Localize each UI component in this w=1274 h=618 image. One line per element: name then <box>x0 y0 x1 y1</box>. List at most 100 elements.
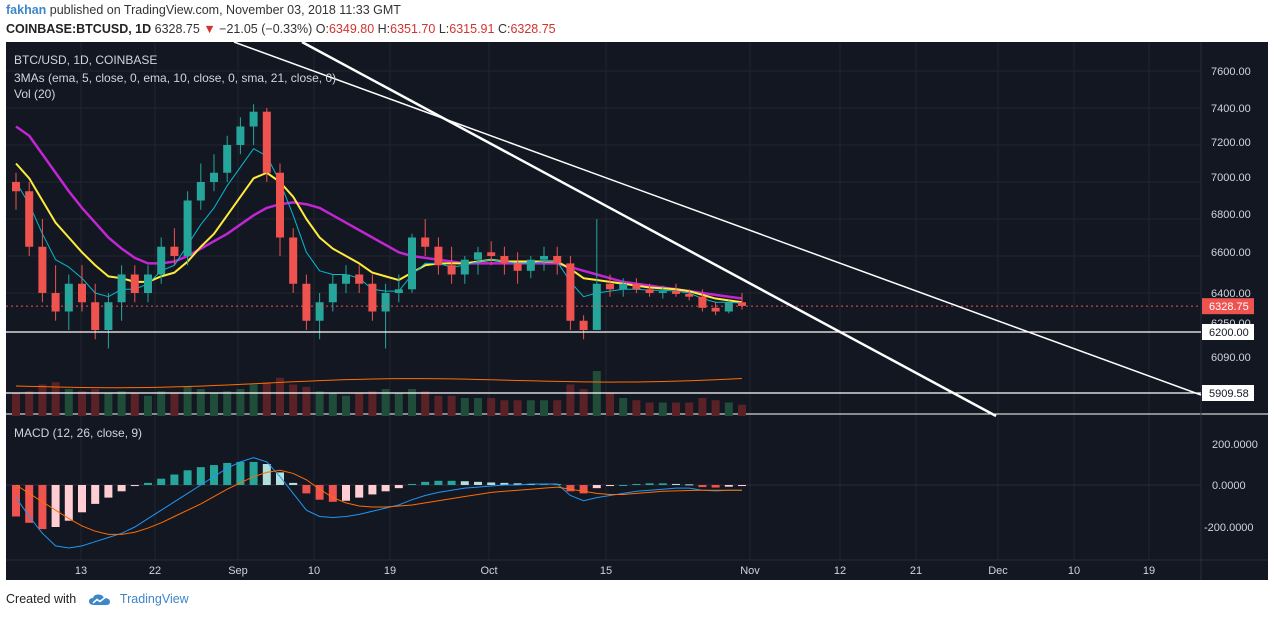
drawings[interactable] <box>6 42 1202 418</box>
volume-bar <box>78 391 86 416</box>
macd-histogram-bar <box>619 485 628 486</box>
volume-bar <box>381 389 390 416</box>
time-tick-label: 22 <box>149 565 161 577</box>
macd-histogram-bar <box>434 480 443 485</box>
high-value: 6351.70 <box>390 22 436 36</box>
volume-bar <box>144 395 152 416</box>
price-tick-label: 6400.00 <box>1211 288 1251 300</box>
volume-bar <box>302 386 311 416</box>
candle-body <box>672 291 680 294</box>
volume-bar <box>368 391 377 416</box>
candle-body <box>368 283 377 312</box>
volume-bar <box>91 389 100 416</box>
volume-bar <box>315 391 324 416</box>
volume-bar <box>25 391 34 416</box>
volume-bar <box>223 391 232 416</box>
chart-area[interactable]: 7600.00 7400.00 7200.00 7000.00 6800.00 6600.… <box>6 42 1268 580</box>
legend-symbol[interactable]: BTC/USD, 1D, COINBASE <box>14 53 158 67</box>
chart-header: fakhan published on TradingView.com, Nov… <box>6 3 1266 39</box>
candle-body <box>196 182 205 201</box>
price-tick-label: 7200.00 <box>1211 137 1251 149</box>
tradingview-cloud-icon <box>88 594 110 605</box>
time-tick-label: Nov <box>740 565 760 577</box>
candle-body <box>144 274 152 293</box>
macd-histogram-bar <box>276 472 284 485</box>
macd-histogram-bar <box>500 482 509 485</box>
macd-histogram-bar <box>78 485 86 513</box>
candle-body <box>12 182 20 192</box>
candle-body <box>460 259 469 275</box>
legend-mas[interactable]: 3MAs (ema, 5, close, 0, ema, 10, close, … <box>14 71 337 85</box>
trendline-lower <box>301 42 997 418</box>
volume-bar <box>38 384 47 416</box>
candle-body <box>724 302 733 312</box>
price-tick-label: 6800.00 <box>1211 209 1251 221</box>
candle-body <box>183 200 192 256</box>
volume-bar <box>342 395 350 416</box>
close-label: C: <box>497 22 511 36</box>
macd-histogram-bar <box>645 483 654 485</box>
volume-bar <box>487 398 496 416</box>
macd-histogram-bar <box>64 485 73 521</box>
volume-bar <box>619 398 628 416</box>
candle-body <box>592 283 601 330</box>
volume-bar <box>210 393 218 416</box>
candle-body <box>157 246 166 275</box>
volume-bar <box>183 386 192 416</box>
candle-body <box>645 289 654 293</box>
candle-body <box>91 302 100 330</box>
quote-line: COINBASE:BTCUSD, 1D 6328.75 ▼ −21.05 (−0… <box>6 22 556 36</box>
candle-body <box>474 252 482 260</box>
macd-histogram-bar <box>658 483 667 485</box>
macd-histogram-bar <box>130 485 139 487</box>
author-link[interactable]: fakhan <box>6 3 47 17</box>
candle-body <box>500 256 509 264</box>
macd-histogram-bar <box>526 483 535 485</box>
volume-bar <box>64 389 73 416</box>
volume-bar <box>170 393 179 416</box>
macd-histogram-bar <box>368 485 377 495</box>
macd-histogram-bar <box>421 481 430 485</box>
volume-bar <box>236 389 245 416</box>
candle-body <box>249 111 258 127</box>
macd-histogram-bar <box>381 485 390 492</box>
macd-histogram-bar <box>685 484 694 486</box>
macd-tick-label: 200.0000 <box>1212 439 1258 451</box>
macd-histogram-bar <box>315 485 324 500</box>
legend-volume[interactable]: Vol (20) <box>14 87 56 101</box>
macd-histogram-bar <box>394 485 403 489</box>
candle-body <box>78 283 86 303</box>
candle-body <box>289 237 298 284</box>
candle-body <box>434 246 443 266</box>
volume-bar <box>249 384 258 416</box>
last-price-tag-bg <box>1202 298 1254 315</box>
candle-body <box>421 237 430 247</box>
volume-bar <box>130 393 139 416</box>
volume-bar <box>738 404 746 416</box>
macd-histogram-bar <box>579 485 588 494</box>
legend-macd[interactable]: MACD (12, 26, close, 9) <box>14 426 143 440</box>
volume-bar <box>698 398 707 416</box>
candle-body <box>447 265 456 275</box>
volume-bar <box>289 384 298 416</box>
time-tick-label: 19 <box>384 565 396 577</box>
volume-ma-line <box>15 378 743 389</box>
macd-line <box>15 457 742 549</box>
price-tick-label: 7400.00 <box>1211 103 1251 115</box>
volume-bar <box>276 377 284 416</box>
tradingview-link[interactable]: TradingView <box>119 592 189 606</box>
high-label: H: <box>377 22 391 36</box>
candle-body <box>223 145 232 173</box>
macd-histogram-bar <box>632 483 641 485</box>
candle-body <box>381 293 390 312</box>
candles[interactable] <box>12 104 746 349</box>
macd-histogram-bar <box>51 485 60 527</box>
macd-tick-label: -200.0000 <box>1204 522 1254 534</box>
chart-canvas[interactable]: 7600.00 7400.00 7200.00 7000.00 6800.00 6600.… <box>6 42 1268 580</box>
grid <box>6 42 1268 580</box>
close-value: 6328.75 <box>510 22 556 36</box>
time-tick-label: 10 <box>308 565 320 577</box>
volume-bar <box>117 391 126 416</box>
volume-bar <box>645 402 654 416</box>
time-tick-label: 13 <box>75 565 87 577</box>
